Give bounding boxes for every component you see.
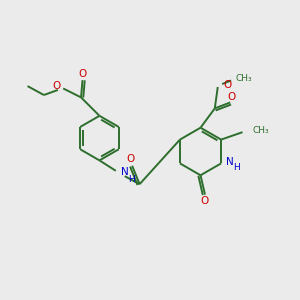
Text: N: N [121,167,128,177]
Text: CH₃: CH₃ [236,74,252,82]
Text: N: N [226,157,234,167]
Text: O: O [228,92,236,101]
Text: H: H [128,175,135,184]
Text: H: H [234,163,240,172]
Text: O: O [127,154,135,164]
Text: O: O [201,196,209,206]
Text: O: O [78,69,87,79]
Text: CH₃: CH₃ [252,126,269,135]
Text: O: O [223,80,231,90]
Text: O: O [52,81,61,91]
